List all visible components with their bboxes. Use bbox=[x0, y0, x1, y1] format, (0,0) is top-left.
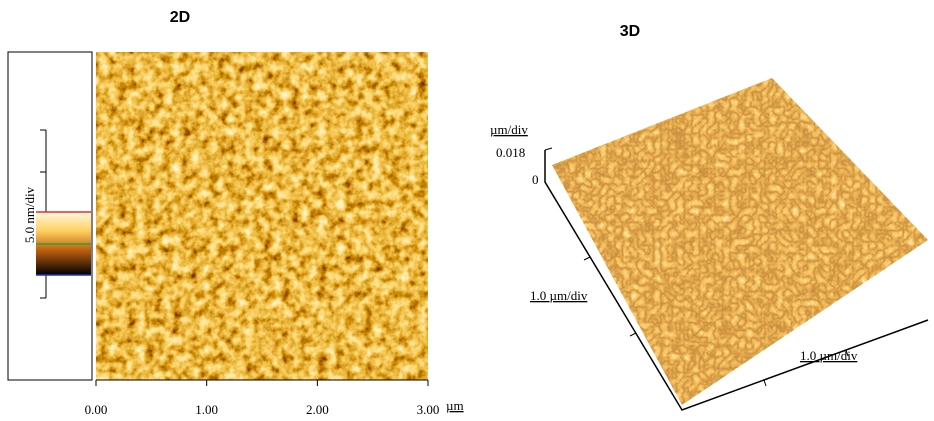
z-unit: µm/div bbox=[490, 122, 528, 137]
panel-title: 3D bbox=[620, 23, 640, 40]
figure: 2D 5.0 nm/div 0.00 1.00 2.00 3.00 µm 3D µm/… bbox=[0, 0, 934, 421]
x-tick-label: 3.00 bbox=[417, 402, 440, 417]
z-min: 0 bbox=[532, 172, 539, 187]
bottom-axis-label: 1.0 µm/div bbox=[800, 348, 858, 363]
x-unit: µm bbox=[446, 398, 464, 413]
afm-2d-image bbox=[96, 52, 428, 380]
z-max: 0.018 bbox=[496, 145, 525, 160]
x-tick-label: 2.00 bbox=[306, 402, 329, 417]
x-tick-label: 1.00 bbox=[195, 402, 218, 417]
panel-title: 2D bbox=[170, 9, 190, 26]
x-ticks: 0.00 1.00 2.00 3.00 bbox=[85, 380, 440, 417]
scale-label: 5.0 nm/div bbox=[22, 186, 37, 243]
afm-3d-surface bbox=[552, 78, 928, 405]
x-tick-label: 0.00 bbox=[85, 402, 108, 417]
left-axis-label: 1.0 µm/div bbox=[530, 288, 588, 303]
